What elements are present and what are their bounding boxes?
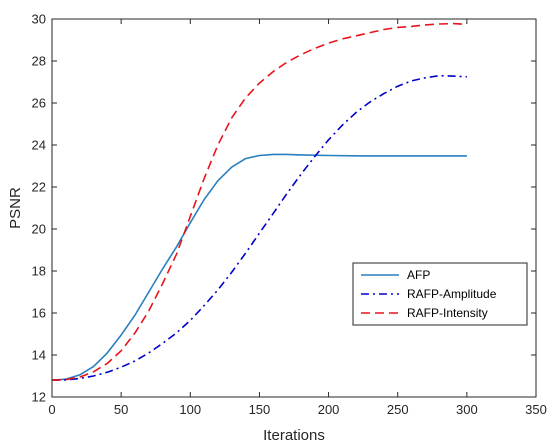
x-tick-label: 50 xyxy=(114,402,128,417)
axes-frame xyxy=(51,18,537,398)
legend: AFP RAFP-Amplitude RAFP-Intensity xyxy=(352,262,528,326)
y-axis-label: PSNR xyxy=(7,187,24,229)
series-line-rafp-amplitude xyxy=(51,74,467,381)
y-tick-label: 14 xyxy=(32,348,46,363)
x-tick-label: 250 xyxy=(387,402,409,417)
legend-label: RAFP-Intensity xyxy=(407,306,488,320)
y-tick-label: 20 xyxy=(32,222,46,237)
series-line-rafp-intensity xyxy=(51,22,467,381)
x-tick-label: 300 xyxy=(456,402,478,417)
y-tick-label: 28 xyxy=(32,54,46,69)
y-tick-label: 16 xyxy=(32,306,46,321)
x-tick-label: 100 xyxy=(179,402,201,417)
legend-label: AFP xyxy=(407,268,430,282)
axes-layer: 0 50 100 150 200 250 300 350 12 14 16 18 20 22 24 26 28 3… xyxy=(32,12,547,418)
legend-label: RAFP-Amplitude xyxy=(407,287,497,301)
x-tick-label: 150 xyxy=(249,402,271,417)
plot-layer xyxy=(51,22,467,381)
x-tick-label: 350 xyxy=(525,402,547,417)
y-tick-label: 22 xyxy=(32,180,46,195)
x-axis-label: Iterations xyxy=(263,427,325,444)
y-tick-label: 30 xyxy=(32,12,46,27)
series-line-afp xyxy=(51,153,467,381)
y-tick-label: 12 xyxy=(32,390,46,405)
y-tick-label: 24 xyxy=(32,138,46,153)
y-tick-label: 18 xyxy=(32,264,46,279)
y-tick-label: 26 xyxy=(32,96,46,111)
x-tick-label: 0 xyxy=(48,402,55,417)
x-tick-label: 200 xyxy=(318,402,340,417)
